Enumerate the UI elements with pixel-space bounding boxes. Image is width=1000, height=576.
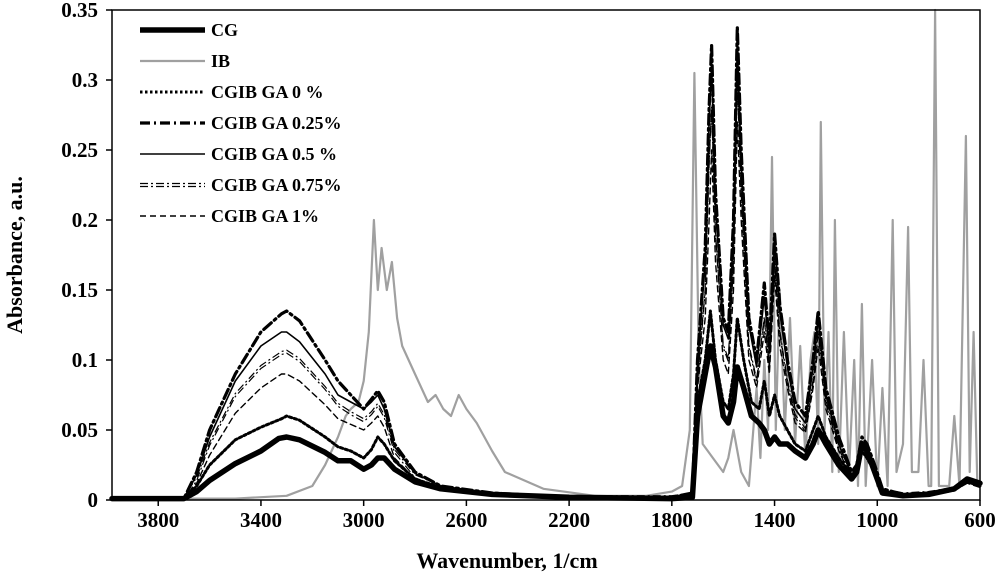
series-layer bbox=[109, 8, 983, 502]
x-tick-label: 3000 bbox=[343, 508, 385, 532]
y-axis-title: Absorbance, a.u. bbox=[2, 176, 27, 334]
y-tick-label: 0.2 bbox=[72, 208, 98, 232]
legend-item-ib: IB bbox=[140, 51, 230, 71]
series-line-ib bbox=[110, 8, 982, 500]
y-tick-label: 0.05 bbox=[61, 418, 98, 442]
x-tick-label: 1400 bbox=[754, 508, 796, 532]
legend-item-cgib-ga-1: CGIB GA 1% bbox=[140, 206, 319, 226]
x-tick-label: 1800 bbox=[651, 508, 693, 532]
series-line-cg bbox=[109, 343, 983, 502]
legend-item-cgib-ga-0: CGIB GA 0 % bbox=[140, 82, 324, 102]
legend-label: CGIB GA 0.25% bbox=[211, 113, 342, 133]
y-tick-label: 0.15 bbox=[61, 278, 98, 302]
x-tick-label: 3800 bbox=[137, 508, 179, 532]
legend-item-cg: CG bbox=[140, 20, 238, 40]
legend-item-cgib-ga-0-5: CGIB GA 0.5 % bbox=[140, 144, 337, 164]
y-tick-label: 0 bbox=[88, 488, 99, 512]
legend-label: CGIB GA 0.75% bbox=[211, 175, 342, 195]
legend-item-cgib-ga-0-25: CGIB GA 0.25% bbox=[140, 113, 342, 133]
plot-frame bbox=[111, 9, 981, 501]
legend-label: IB bbox=[211, 51, 230, 71]
y-tick-label: 0.3 bbox=[72, 68, 98, 92]
x-axis-title: Wavenumber, 1/cm bbox=[416, 548, 597, 573]
x-tick-label: 600 bbox=[964, 508, 996, 532]
legend: CG IB CGIB GA 0 % CGIB GA 0.25% CGIB GA 0.5 … bbox=[140, 20, 342, 226]
y-tick-label: 0.35 bbox=[61, 0, 98, 22]
x-tick-label: 3400 bbox=[240, 508, 282, 532]
legend-item-cgib-ga-0-75: CGIB GA 0.75% bbox=[140, 175, 342, 195]
y-tick-label: 0.1 bbox=[72, 348, 98, 372]
series-line-cgib-ga-1 bbox=[111, 121, 981, 500]
x-tick-label: 1000 bbox=[856, 508, 898, 532]
legend-label: CGIB GA 1% bbox=[211, 206, 319, 226]
x-axis-ticks: 3800 3400 3000 2600 2200 1800 1400 1000 600 bbox=[137, 500, 996, 532]
legend-label: CG bbox=[211, 20, 238, 40]
y-tick-label: 0.25 bbox=[61, 138, 98, 162]
x-tick-label: 2200 bbox=[548, 508, 590, 532]
legend-label: CGIB GA 0.5 % bbox=[211, 144, 337, 164]
y-axis-ticks: 0 0.05 0.1 0.15 0.2 0.25 0.3 0.35 bbox=[61, 0, 112, 512]
x-tick-label: 2600 bbox=[445, 508, 487, 532]
legend-label: CGIB GA 0 % bbox=[211, 82, 324, 102]
